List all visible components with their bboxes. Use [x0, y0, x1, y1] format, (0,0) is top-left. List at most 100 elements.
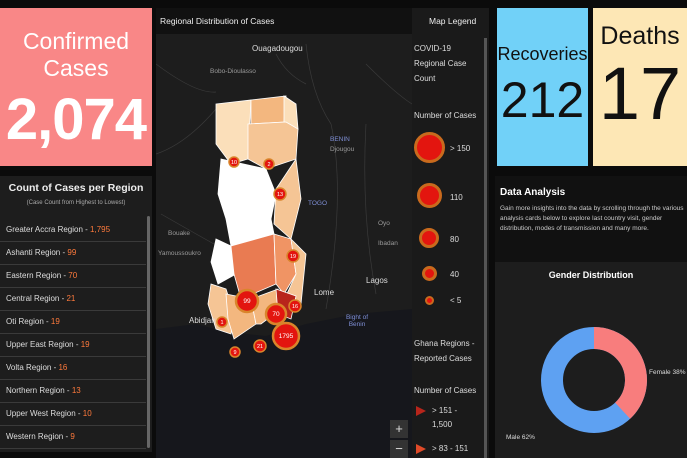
legend-bubble-label: < 5	[450, 296, 462, 305]
region-separator: -	[43, 317, 51, 326]
legend-section-line: COVID-19	[414, 44, 451, 53]
region-list-scrollbar[interactable]	[147, 216, 150, 448]
confirmed-value: 2,074	[5, 87, 147, 152]
region-separator: -	[51, 363, 59, 372]
legend-bubble	[417, 183, 442, 208]
case-bubble[interactable]	[271, 321, 301, 351]
data-analysis-panel: Data Analysis Gain more insights into th…	[495, 176, 687, 458]
region-count: 13	[71, 386, 81, 395]
case-bubble-label: 2	[267, 162, 270, 168]
place-label: Yamoussoukro	[158, 250, 201, 257]
case-bubbles: 10 2 13 19 99 70 1795 16 21 9 1	[216, 156, 302, 358]
region-count: 10	[82, 409, 92, 418]
region-row[interactable]: Ashanti Region - 99	[0, 242, 146, 265]
region-list-subtitle: (Case Count from Highest to Lowest)	[26, 200, 126, 206]
place-label: Abidjan	[189, 316, 216, 325]
legend-section-line: Count	[414, 74, 436, 83]
region-ashanti	[230, 233, 277, 300]
case-bubble[interactable]	[273, 187, 287, 201]
zoom-in-button[interactable]: +	[390, 420, 408, 438]
region-separator: -	[75, 409, 83, 418]
legend-number-of-cases: Number of Cases	[414, 111, 477, 120]
region-separator: -	[64, 386, 72, 395]
region-row[interactable]: Northern Region - 13	[0, 380, 146, 403]
donut-slice-female[interactable]	[541, 327, 647, 433]
region-row[interactable]: Western Region - 9	[0, 426, 146, 449]
region-list-title: Count of Cases per Region	[8, 182, 144, 194]
legend-bubble	[419, 228, 439, 248]
place-label: Lome	[314, 288, 335, 297]
legend-bubble	[425, 296, 434, 305]
region-rows: Greater Accra Region - 1,795 Ashanti Regi…	[0, 219, 146, 449]
region-row[interactable]: Central Region - 21	[0, 288, 146, 311]
region-name: Upper East Region	[6, 340, 74, 349]
case-bubble[interactable]	[234, 288, 260, 314]
case-bubble[interactable]	[263, 158, 275, 170]
region-count: 19	[80, 340, 90, 349]
case-bubble-label: 1795	[279, 333, 294, 340]
place-label: Lagos	[366, 276, 388, 285]
legend-bubble	[414, 132, 445, 163]
legend-bubble-label: > 150	[450, 144, 471, 153]
map-panel: Regional Distribution of Cases	[156, 8, 489, 458]
region-row[interactable]: Greater Accra Region - 1,795	[0, 219, 146, 242]
legend-scrollbar[interactable]	[484, 38, 487, 458]
case-bubble-label: 13	[277, 192, 283, 198]
gender-distribution-card: Gender Distribution Female 38% Male 62%	[495, 262, 687, 458]
case-bubble-label: 99	[243, 298, 251, 305]
confirmed-cases-card: Confirmed Cases 2,074	[0, 8, 152, 166]
legend-section-line: Regional Case	[414, 59, 467, 68]
gender-title: Gender Distribution	[548, 270, 634, 280]
place-label: Ouagadougou	[252, 44, 303, 53]
region-row[interactable]: Eastern Region - 70	[0, 265, 146, 288]
region-name: Western Region	[6, 432, 64, 441]
case-bubble-label: 10	[231, 160, 237, 166]
region-separator: -	[59, 294, 67, 303]
analysis-title: Data Analysis	[500, 187, 566, 198]
case-bubble[interactable]	[216, 316, 228, 328]
country-borders	[156, 43, 412, 310]
recoveries-card: Recoveries 212	[497, 8, 588, 166]
deaths-value: 17	[598, 52, 682, 135]
ghana-regions	[207, 95, 307, 340]
case-bubble[interactable]	[286, 249, 300, 263]
case-bubble[interactable]	[264, 302, 288, 326]
confirmed-label: Confirmed Cases	[22, 28, 130, 81]
map-title: Regional Distribution of Cases	[160, 16, 275, 26]
region-count: 9	[70, 432, 75, 441]
place-label: Oyo	[378, 220, 390, 227]
zoom-out-button[interactable]: −	[390, 440, 408, 458]
case-bubble[interactable]	[288, 299, 302, 313]
region-eastern	[273, 233, 297, 295]
place-label: TOGO	[308, 200, 328, 207]
case-bubble[interactable]	[228, 156, 240, 168]
region-row[interactable]: Oti Region - 19	[0, 311, 146, 334]
region-count: 70	[68, 271, 78, 280]
analysis-description: Gain more insights into the data by scro…	[500, 205, 684, 232]
region-name: Volta Region	[6, 363, 52, 372]
legend-section-covid: COVID-19 Regional Case Count	[414, 41, 466, 86]
region-name: Northern Region	[6, 386, 65, 395]
recoveries-label: Recoveries	[497, 44, 588, 64]
region-separator: -	[63, 432, 71, 441]
deaths-label: Deaths	[600, 22, 680, 50]
region-row[interactable]: Volta Region - 16	[0, 357, 146, 380]
map-legend: Map Legend COVID-19 Regional Case Count …	[412, 8, 489, 458]
recoveries-value: 212	[500, 72, 585, 128]
legend-range-swatch	[416, 406, 426, 416]
region-count-list: Count of Cases per Region (Case Count fr…	[0, 176, 152, 452]
region-row[interactable]: Upper West Region - 10	[0, 403, 146, 426]
place-label: Djougou	[330, 146, 355, 153]
case-bubble-label: 9	[233, 350, 236, 356]
legend-range-label: 1,500	[432, 420, 453, 429]
legend-range-label: > 151 -	[432, 406, 458, 415]
region-row[interactable]: Upper East Region - 19	[0, 334, 146, 357]
region-name: Greater Accra Region	[6, 225, 83, 234]
place-label: Bouake	[168, 230, 191, 237]
case-bubble-label: 19	[290, 254, 296, 260]
place-label: Bobo-Dioulasso	[210, 68, 256, 75]
case-bubble[interactable]	[253, 339, 267, 353]
place-label: BENIN	[330, 136, 350, 143]
map-canvas[interactable]: 10 2 13 19 99 70 1795 16 21 9 1 Ouagadougou Bobo-D…	[156, 34, 412, 458]
case-bubble[interactable]	[229, 346, 241, 358]
